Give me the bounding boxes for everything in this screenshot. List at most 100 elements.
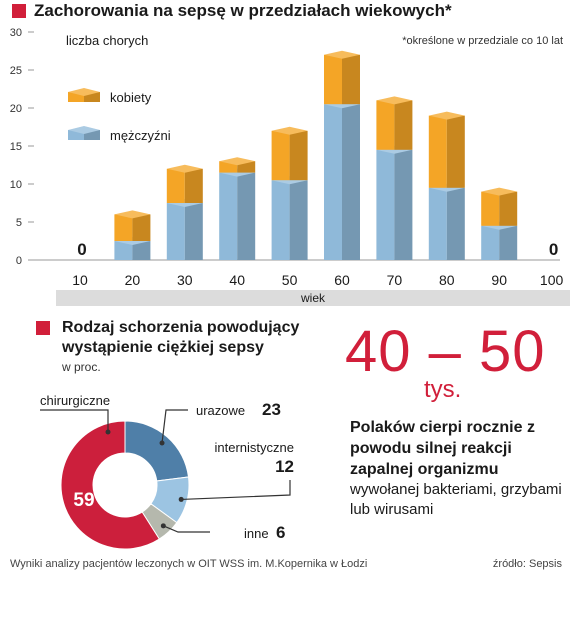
bar-mezczyzni-40 bbox=[219, 168, 256, 260]
bar-kobiety-80 bbox=[428, 111, 465, 188]
bar-kobiety-60 bbox=[324, 50, 360, 105]
slice-value-inne: 6 bbox=[276, 523, 285, 542]
slice-value-chirurgiczne: 59 bbox=[73, 490, 94, 511]
callout-dot-chirurgiczne bbox=[105, 429, 111, 435]
x-tick-label: 70 bbox=[387, 272, 403, 288]
bar-kobiety-60-top bbox=[324, 50, 360, 59]
bar-mezczyzni-90-front-left bbox=[481, 225, 500, 260]
bar-kobiety-80-front-left bbox=[428, 115, 447, 188]
bar-mezczyzni-90-front-right bbox=[499, 225, 518, 260]
legend-swatch-kobiety-front-left bbox=[68, 92, 84, 102]
legend-swatch-kobiety bbox=[68, 88, 100, 102]
bar-mezczyzni-50 bbox=[271, 176, 308, 260]
legend-swatch-mezczyzni-front-left bbox=[68, 130, 84, 140]
bar-chart-title: Zachorowania na sepsę w przedziałach wie… bbox=[34, 1, 452, 20]
bar-kobiety-50-front-right bbox=[289, 130, 308, 181]
y-tick-label: 5 bbox=[16, 217, 22, 229]
bar-kobiety-70-top bbox=[376, 96, 413, 105]
donut-slice-chirurgiczne bbox=[60, 420, 160, 550]
y-tick-label: 30 bbox=[10, 27, 22, 39]
donut-slice-urazowe bbox=[124, 420, 190, 482]
bar-mezczyzni-30-front-left bbox=[166, 203, 185, 260]
stat-number: 40 – 50 bbox=[345, 319, 546, 384]
bar-kobiety-70 bbox=[376, 96, 413, 150]
bar-kobiety-30-front-right bbox=[184, 168, 203, 203]
pie-unit-label: w proc. bbox=[62, 360, 101, 374]
bar-kobiety-50 bbox=[271, 126, 308, 181]
bar-kobiety-80-top bbox=[428, 111, 465, 120]
x-tick-label: 30 bbox=[177, 272, 193, 288]
bar-kobiety-20-top bbox=[114, 210, 151, 219]
legend-swatch-kobiety-front-right bbox=[84, 92, 100, 102]
bar-chart: 0 5 10 15 20 25 30 liczba chorych *określone w p… bbox=[10, 27, 564, 288]
y-axis-label: liczba chorych bbox=[66, 33, 148, 48]
slice-value-internistyczne: 12 bbox=[275, 457, 294, 476]
bar-mezczyzni-70 bbox=[376, 145, 413, 260]
bar-kobiety-90-front-right bbox=[499, 191, 518, 226]
bar-kobiety-60-front-right bbox=[342, 54, 360, 105]
y-tick-label: 25 bbox=[10, 65, 22, 77]
bar-kobiety-80-front-right bbox=[446, 115, 465, 188]
callout-line-inne bbox=[163, 525, 210, 533]
slice-name-internistyczne: internistyczne bbox=[215, 440, 294, 455]
bar-kobiety-90-front-left bbox=[481, 191, 500, 226]
bar-kobiety-60-front-left bbox=[324, 54, 342, 105]
bar-kobiety-70-front-right bbox=[394, 100, 413, 150]
section-marker-square-2 bbox=[36, 321, 50, 335]
slice-name-inne: inne bbox=[244, 526, 269, 541]
x-tick-label: 10 bbox=[72, 272, 88, 288]
legend-label: kobiety bbox=[110, 90, 152, 105]
bar-kobiety-40-front-right bbox=[237, 161, 256, 173]
bar-mezczyzni-80-front-right bbox=[446, 187, 465, 260]
bar-kobiety-90 bbox=[481, 187, 518, 226]
legend-swatch-mezczyzni bbox=[68, 126, 100, 140]
y-tick-label: 15 bbox=[10, 141, 22, 153]
bar-kobiety-30-front-left bbox=[166, 168, 185, 203]
bar-mezczyzni-50-front-right bbox=[289, 180, 308, 260]
donut-chart: urazowe 23 internistyczne 12 inne 6 chirurgicz… bbox=[40, 393, 294, 550]
stat-bold-text: Polaków cierpi rocznie z powodu silnej r… bbox=[350, 419, 535, 478]
bar-kobiety-70-front-left bbox=[376, 100, 395, 150]
bar-kobiety-20-front-right bbox=[132, 214, 151, 241]
chart-note: *określone w przedziale co 10 lat bbox=[402, 35, 563, 47]
x-tick-label: 100 bbox=[540, 272, 564, 288]
y-tick-label: 0 bbox=[16, 255, 22, 267]
bar-mezczyzni-40-front-left bbox=[219, 172, 238, 260]
x-tick-label: 90 bbox=[491, 272, 507, 288]
slice-name-urazowe: urazowe bbox=[196, 403, 245, 418]
bar-mezczyzni-60-front-right bbox=[342, 104, 360, 260]
bar-mezczyzni-30 bbox=[166, 199, 203, 260]
bar-kobiety-40 bbox=[219, 157, 256, 173]
bar-kobiety-50-top bbox=[271, 126, 308, 135]
callout-line-internistyczne bbox=[181, 480, 291, 501]
bar-mezczyzni-60 bbox=[324, 100, 360, 260]
bar-mezczyzni-80 bbox=[428, 183, 465, 260]
bar-mezczyzni-30-front-right bbox=[184, 203, 203, 260]
x-axis-label: wiek bbox=[300, 291, 325, 305]
bar-kobiety-30 bbox=[166, 164, 203, 203]
y-tick-label: 10 bbox=[10, 179, 22, 191]
legend-swatch-kobiety-top bbox=[68, 88, 100, 96]
bar-mezczyzni-40-front-right bbox=[237, 172, 256, 260]
bar-mezczyzni-80-front-left bbox=[428, 187, 447, 260]
legend-swatch-mezczyzni-top bbox=[68, 126, 100, 134]
bar-kobiety-90-top bbox=[481, 187, 518, 196]
bar-mezczyzni-20-front-left bbox=[114, 241, 133, 260]
bar-kobiety-40-front-left bbox=[219, 161, 238, 173]
section-marker-square bbox=[12, 4, 26, 18]
bar-kobiety-20 bbox=[114, 210, 151, 241]
pie-chart-title: Rodzaj schorzenia powodujący wystąpienie… bbox=[62, 319, 300, 356]
footer-note: Wyniki analizy pacjentów leczonych w OIT… bbox=[10, 558, 368, 570]
x-tick-label: 80 bbox=[439, 272, 455, 288]
x-tick-label: 50 bbox=[282, 272, 298, 288]
callout-line-urazowe bbox=[161, 409, 188, 444]
bar-mezczyzni-90 bbox=[481, 221, 518, 260]
legend-swatch-mezczyzni-front-right bbox=[84, 130, 100, 140]
callout-dot-internistyczne bbox=[178, 496, 184, 502]
x-tick-label: 20 bbox=[125, 272, 141, 288]
x-tick-label: 40 bbox=[229, 272, 245, 288]
bar-kobiety-20-front-left bbox=[114, 214, 133, 241]
slice-value-urazowe: 23 bbox=[262, 400, 281, 419]
legend-label: mężczyźni bbox=[110, 128, 171, 143]
bar-kobiety-50-front-left bbox=[271, 130, 290, 181]
